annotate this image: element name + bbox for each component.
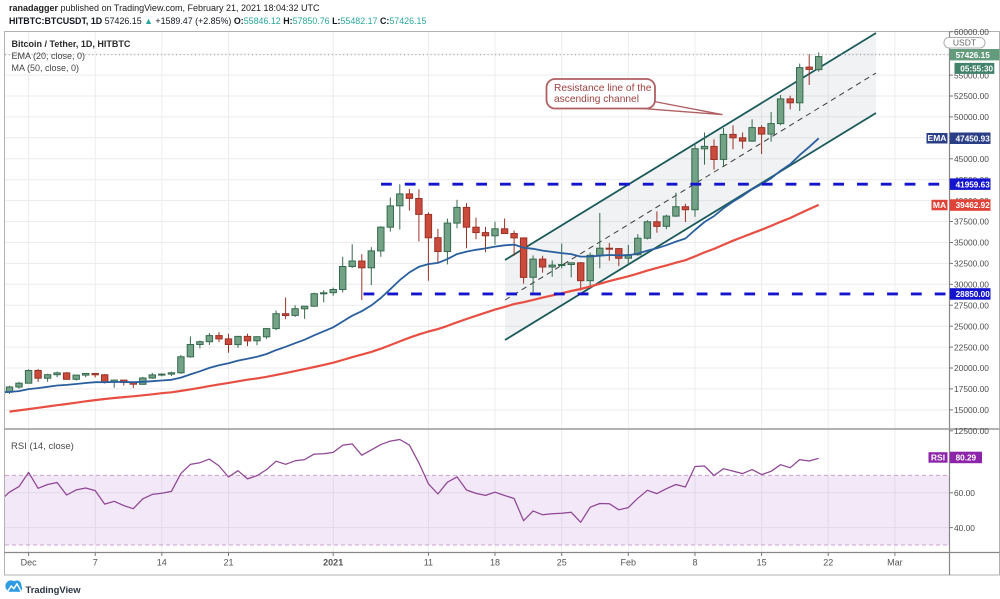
svg-text:30000.00: 30000.00: [954, 280, 989, 290]
svg-text:15000.00: 15000.00: [954, 405, 989, 415]
svg-text:37500.00: 37500.00: [954, 217, 989, 227]
svg-text:Feb: Feb: [621, 558, 637, 568]
svg-text:32500.00: 32500.00: [954, 259, 989, 269]
svg-text:20000.00: 20000.00: [954, 363, 989, 373]
svg-text:Dec: Dec: [21, 558, 38, 568]
svg-text:25: 25: [557, 558, 567, 568]
svg-text:55000.00: 55000.00: [954, 70, 989, 80]
svg-text:45000.00: 45000.00: [954, 154, 989, 164]
svg-text:35000.00: 35000.00: [954, 238, 989, 248]
svg-text:7: 7: [93, 558, 98, 568]
svg-text:USDT: USDT: [953, 38, 976, 48]
svg-text:Mar: Mar: [887, 558, 903, 568]
svg-text:28850.00: 28850.00: [956, 290, 991, 299]
svg-text:Resistance line of the: Resistance line of the: [554, 83, 652, 94]
svg-text:11: 11: [424, 558, 433, 568]
svg-text:60000.00: 60000.00: [954, 27, 989, 37]
svg-text:41959.63: 41959.63: [956, 180, 991, 189]
svg-text:12500.00: 12500.00: [954, 426, 989, 436]
svg-text:22: 22: [823, 558, 833, 568]
svg-text:ascending channel: ascending channel: [554, 94, 639, 105]
svg-text:05:55:30: 05:55:30: [960, 65, 993, 74]
svg-text:17500.00: 17500.00: [954, 384, 989, 394]
svg-text:25000.00: 25000.00: [954, 321, 989, 331]
svg-text:8: 8: [692, 558, 697, 568]
svg-text:2021: 2021: [323, 558, 343, 568]
svg-text:MA: MA: [933, 200, 946, 210]
svg-text:RSI: RSI: [931, 453, 945, 463]
svg-text:80.29: 80.29: [956, 454, 977, 463]
svg-text:39462.92: 39462.92: [956, 201, 991, 210]
svg-text:14: 14: [157, 558, 167, 568]
svg-text:EMA: EMA: [928, 133, 947, 143]
svg-text:RSI (14, close): RSI (14, close): [11, 441, 74, 452]
svg-text:52500.00: 52500.00: [954, 91, 989, 101]
svg-text:22500.00: 22500.00: [954, 342, 989, 352]
svg-text:15: 15: [757, 558, 767, 568]
svg-text:50000.00: 50000.00: [954, 112, 989, 122]
svg-text:21: 21: [223, 558, 233, 568]
svg-text:18: 18: [490, 558, 500, 568]
svg-text:27500.00: 27500.00: [954, 300, 989, 310]
svg-text:57426.15: 57426.15: [956, 51, 991, 60]
svg-text:60.00: 60.00: [954, 488, 975, 498]
svg-text:47450.93: 47450.93: [956, 134, 991, 143]
svg-text:40.00: 40.00: [954, 523, 975, 533]
